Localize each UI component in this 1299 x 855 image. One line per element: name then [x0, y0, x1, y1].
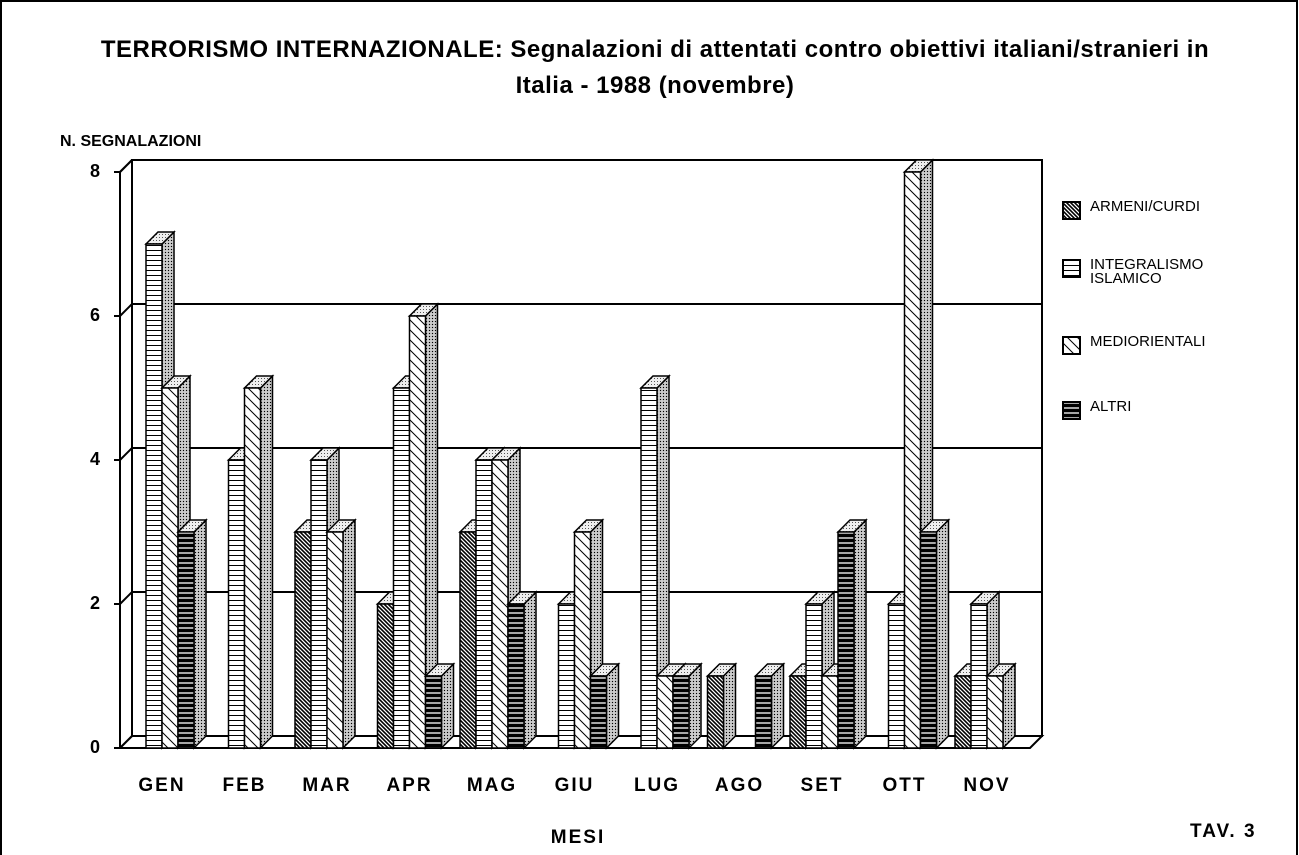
bar	[589, 675, 608, 749]
legend-swatch	[1062, 259, 1081, 278]
bar	[392, 387, 411, 749]
bar	[573, 531, 592, 749]
legend-swatch	[1062, 401, 1081, 420]
bar	[310, 459, 328, 749]
bar	[227, 459, 246, 749]
bar	[706, 675, 725, 749]
y-tick-label: 6	[90, 305, 100, 325]
bar	[557, 603, 576, 749]
bar-side	[722, 662, 737, 750]
bar	[376, 603, 395, 749]
bar-side	[605, 662, 620, 750]
chart-title: TERRORISMO INTERNAZIONALE: Segnalazioni …	[100, 36, 1210, 99]
x-tick-label: MAG	[467, 775, 517, 796]
bar	[919, 531, 938, 749]
bar	[837, 531, 855, 749]
x-tick-label: GEN	[138, 775, 185, 796]
x-tick-label: APR	[386, 775, 432, 796]
x-axis-label: MESI	[551, 827, 605, 848]
bar	[789, 675, 807, 749]
bar-side	[853, 518, 867, 750]
bar	[243, 387, 262, 749]
legend-swatch	[1062, 201, 1081, 220]
x-tick-label: FEB	[223, 775, 267, 796]
bar	[887, 603, 906, 749]
bar	[656, 675, 674, 749]
bar	[754, 675, 773, 749]
legend-swatch	[1062, 336, 1081, 355]
bar	[161, 387, 179, 749]
bar	[672, 675, 690, 749]
x-tick-label: LUG	[634, 775, 680, 796]
bar	[177, 531, 195, 749]
bar-side	[770, 662, 785, 750]
legend-label: ALTRI	[1090, 398, 1132, 415]
y-tick-label: 0	[90, 737, 100, 757]
legend-label: MEDIORIENTALI	[1090, 333, 1206, 350]
bar	[145, 243, 163, 749]
legend-label: ARMENI/CURDI	[1090, 198, 1201, 215]
bar-side	[342, 518, 356, 750]
x-tick-label: AGO	[715, 775, 764, 796]
bar	[294, 531, 312, 749]
bar	[408, 315, 427, 749]
bar	[821, 675, 839, 749]
grid-line	[119, 303, 1042, 317]
x-tick-label: OTT	[883, 775, 927, 796]
annotation: TAV. 3	[1190, 821, 1257, 842]
bar-side	[688, 662, 702, 750]
y-tick-label: 8	[90, 161, 100, 181]
bar	[954, 675, 972, 749]
x-tick-label: MAR	[302, 775, 351, 796]
bar	[475, 459, 493, 749]
bar-side	[440, 662, 455, 750]
bar-side	[935, 518, 950, 750]
bar	[970, 603, 988, 749]
bar-side	[523, 590, 537, 750]
grid-line	[119, 735, 1042, 749]
y-axis-label: N. SEGNALAZIONI	[60, 133, 201, 150]
bar-side	[259, 374, 274, 750]
bar	[326, 531, 344, 749]
bar	[903, 171, 922, 749]
legend-label: INTEGRALISMO ISLAMICO	[1090, 256, 1204, 287]
bar	[986, 675, 1004, 749]
bar	[640, 387, 658, 749]
bar	[805, 603, 823, 749]
y-tick-label: 4	[90, 449, 100, 469]
x-tick-label: NOV	[963, 775, 1010, 796]
x-tick-label: SET	[801, 775, 844, 796]
bar	[507, 603, 525, 749]
bar-side	[1002, 662, 1016, 750]
grid-line	[119, 447, 1042, 461]
bar	[424, 675, 443, 749]
bar	[459, 531, 477, 749]
y-tick-label: 2	[90, 593, 100, 613]
grid-line	[119, 159, 1042, 173]
grid-line	[119, 591, 1042, 605]
x-tick-label: GIU	[555, 775, 595, 796]
bar-side	[193, 518, 207, 750]
bar	[491, 459, 509, 749]
